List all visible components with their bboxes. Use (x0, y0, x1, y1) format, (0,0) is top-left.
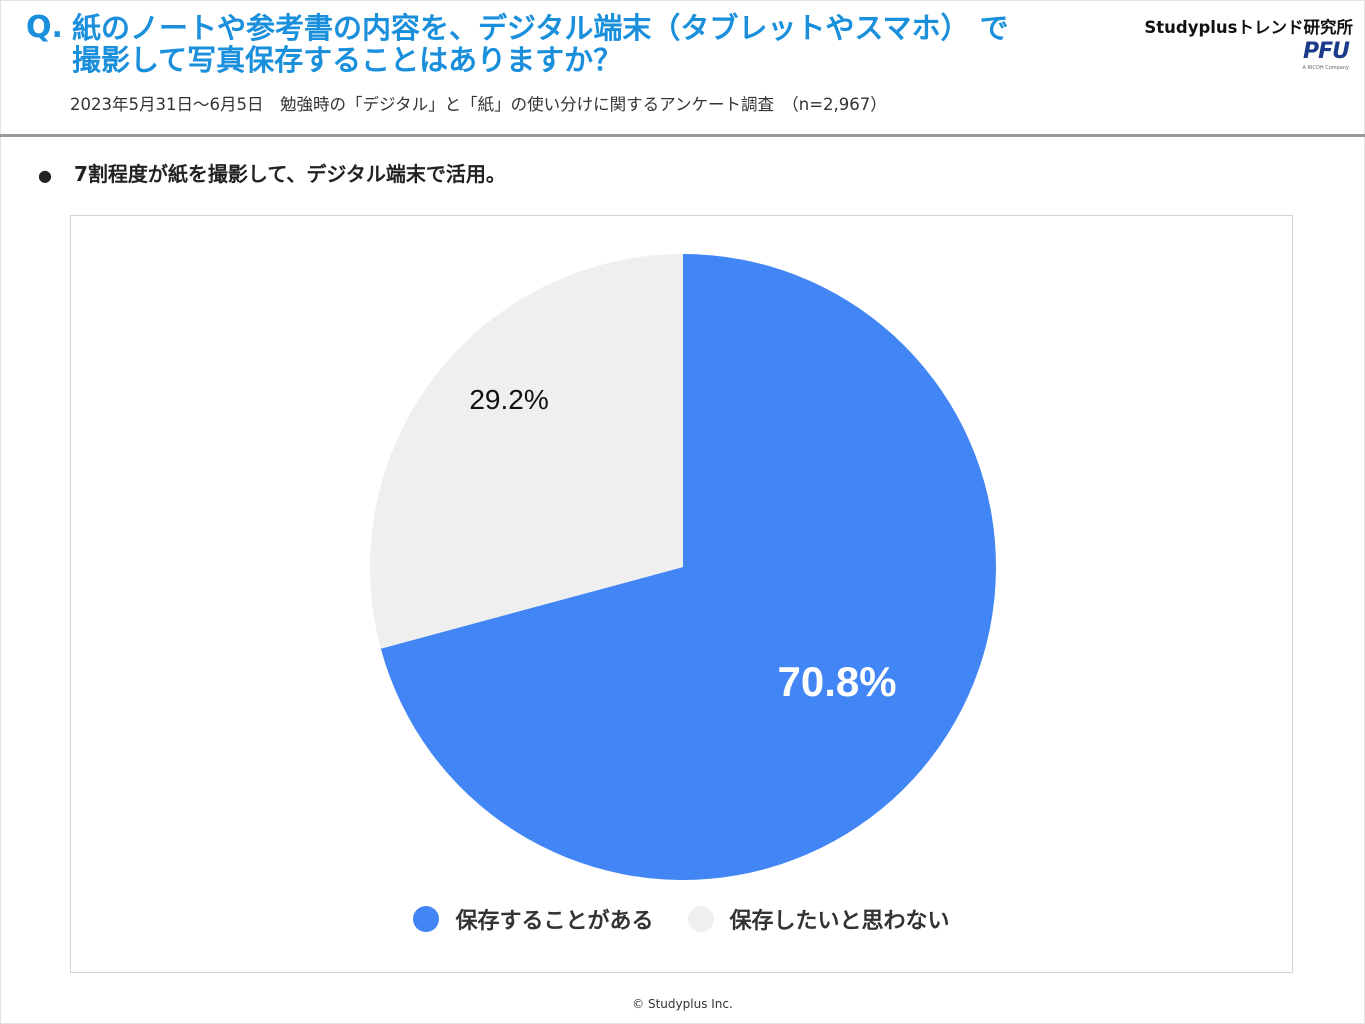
chart-legend: 保存することがある 保存したいと思わない (71, 901, 1292, 937)
pfu-logo: PFU A RICOH Company (1293, 39, 1350, 74)
brand-lab-name: Studyplusトレンド研究所 (1144, 18, 1353, 37)
pfu-logo-tagline: A RICOH Company (1302, 65, 1349, 71)
summary-bullet: ● 7割程度が紙を撮影して、デジタル端末で活用。 (38, 160, 506, 190)
question-title-line-2: 撮影して写真保存することはありますか？ (72, 43, 623, 77)
pie-slice-2 (370, 254, 683, 649)
legend-swatch-icon (413, 906, 440, 932)
pfu-logo-mark: PFU (1302, 39, 1350, 64)
question-prefix: Q. (26, 10, 63, 45)
pie-data-label-2: 29.2% (469, 384, 548, 415)
header: Q. 紙のノートや参考書の内容を、デジタル端末（タブレットやスマホ） で 撮影し… (0, 0, 1365, 137)
legend-swatch-icon (687, 906, 714, 932)
question-title-line-1: 紙のノートや参考書の内容を、デジタル端末（タブレットやスマホ） で (72, 11, 1009, 45)
pie-chart: 70.8% 29.2% (370, 254, 996, 880)
chart-panel: 70.8% 29.2% 保存することがある 保存したいと思わない (70, 215, 1293, 973)
survey-subtitle: 2023年5月31日～6月5日 勉強時の「デジタル」と「紙」の使い分けに関するア… (70, 95, 887, 114)
summary-text: 7割程度が紙を撮影して、デジタル端末で活用。 (74, 162, 506, 186)
legend-label: 保存することがある (455, 909, 654, 934)
bullet-icon: ● (38, 166, 52, 185)
pie-slice-1 (380, 254, 996, 880)
legend-item-2: 保存したいと思わない (687, 903, 950, 935)
legend-item-1: 保存することがある (413, 903, 654, 935)
pie-data-label-1: 70.8% (778, 658, 897, 705)
legend-label: 保存したいと思わない (729, 909, 950, 934)
copyright-footer: © Studyplus Inc. (632, 997, 733, 1011)
